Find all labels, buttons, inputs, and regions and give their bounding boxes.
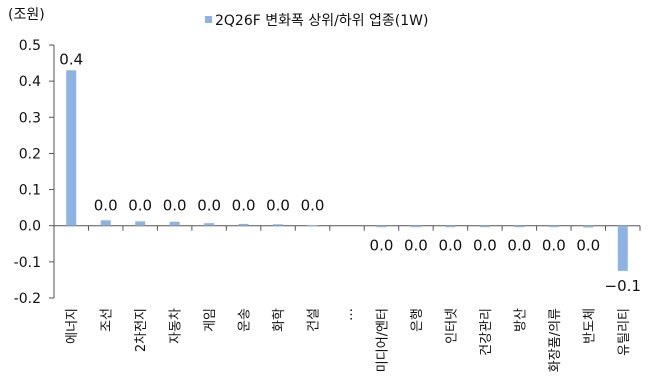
data-label: 0.0	[473, 237, 497, 255]
bar	[100, 220, 111, 226]
data-labels: 0.4 0.0 0.0 0.0 0.0 0.0 0.0 0.0 0.0 0.0 0.0 0.0 0.0 0…	[59, 50, 641, 295]
y-tick-label: 0.3	[19, 110, 41, 126]
x-axis-labels: 에너지 조선 2차전지 자동차 게임 운송 화학 건설 … 미디어/엔터 은행 인터넷 건강관리 방산 화장…	[65, 308, 632, 372]
x-tick-label: 건강관리	[479, 308, 494, 356]
x-tick-label: 화장품/의류	[548, 308, 563, 372]
legend-label: 2Q26F 변화폭 상위/하위 업종(1W)	[215, 13, 428, 29]
data-label: −0.1	[605, 277, 641, 295]
x-tick-label: …	[341, 308, 356, 321]
data-label: 0.0	[163, 197, 187, 215]
data-label: 0.0	[301, 197, 325, 215]
x-tick-label: 인터넷	[444, 308, 459, 344]
bar	[169, 221, 180, 226]
bar	[548, 225, 559, 228]
data-label: 0.0	[404, 237, 428, 255]
bar	[583, 225, 594, 228]
data-label: 0.4	[59, 50, 83, 68]
y-tick-label: 0.4	[19, 74, 41, 90]
y-unit-label: (조원)	[8, 7, 45, 23]
y-tick-label: 0.2	[19, 146, 41, 162]
x-tick-label: 운송	[238, 308, 253, 332]
x-tick-label: 자동차	[169, 308, 184, 344]
bars	[66, 70, 628, 271]
legend: 2Q26F 변화폭 상위/하위 업종(1W)	[205, 13, 428, 29]
x-tick-label: 방산	[513, 308, 528, 332]
data-label: 0.0	[94, 197, 118, 215]
bar	[135, 221, 146, 226]
bar	[514, 225, 525, 228]
x-tick-label: 게임	[203, 308, 218, 332]
x-tick-label: 2차전지	[134, 308, 149, 352]
bar	[273, 224, 284, 226]
y-tick-label: -0.1	[14, 255, 41, 271]
bar	[617, 225, 628, 271]
data-label: 0.0	[197, 197, 221, 215]
bar	[479, 225, 490, 228]
bar	[410, 225, 421, 228]
x-tick-label: 반도체	[582, 308, 597, 344]
x-tick-label: 화학	[272, 308, 287, 332]
x-tick-label: 은행	[409, 308, 425, 332]
x-tick-label: 건설	[307, 308, 322, 332]
y-tick-label: 0.5	[19, 38, 41, 54]
data-label: 0.0	[507, 237, 531, 255]
bar	[445, 225, 456, 228]
data-label: 0.0	[128, 197, 152, 215]
x-tick-label: 유틸리티	[617, 308, 632, 356]
bar	[376, 225, 387, 228]
legend-swatch	[205, 16, 212, 23]
x-tick-label: 에너지	[65, 308, 80, 344]
bar	[204, 223, 215, 226]
data-label: 0.0	[266, 197, 290, 215]
bar	[238, 223, 249, 226]
x-tick-label: 조선	[100, 308, 115, 332]
data-label: 0.0	[232, 197, 256, 215]
bar	[307, 224, 318, 227]
y-tick-label: -0.2	[14, 291, 41, 307]
data-label: 0.0	[370, 237, 394, 255]
bar	[66, 70, 77, 226]
y-axis: -0.2 -0.1 0.0 0.1 0.2 0.3 0.4 0.5	[14, 38, 641, 307]
y-tick-label: 0.0	[19, 219, 41, 235]
data-label: 0.0	[438, 237, 462, 255]
x-tick-label: 미디어/엔터	[375, 308, 390, 372]
data-label: 0.0	[542, 237, 566, 255]
y-tick-label: 0.1	[19, 183, 41, 199]
data-label: 0.0	[576, 237, 600, 255]
